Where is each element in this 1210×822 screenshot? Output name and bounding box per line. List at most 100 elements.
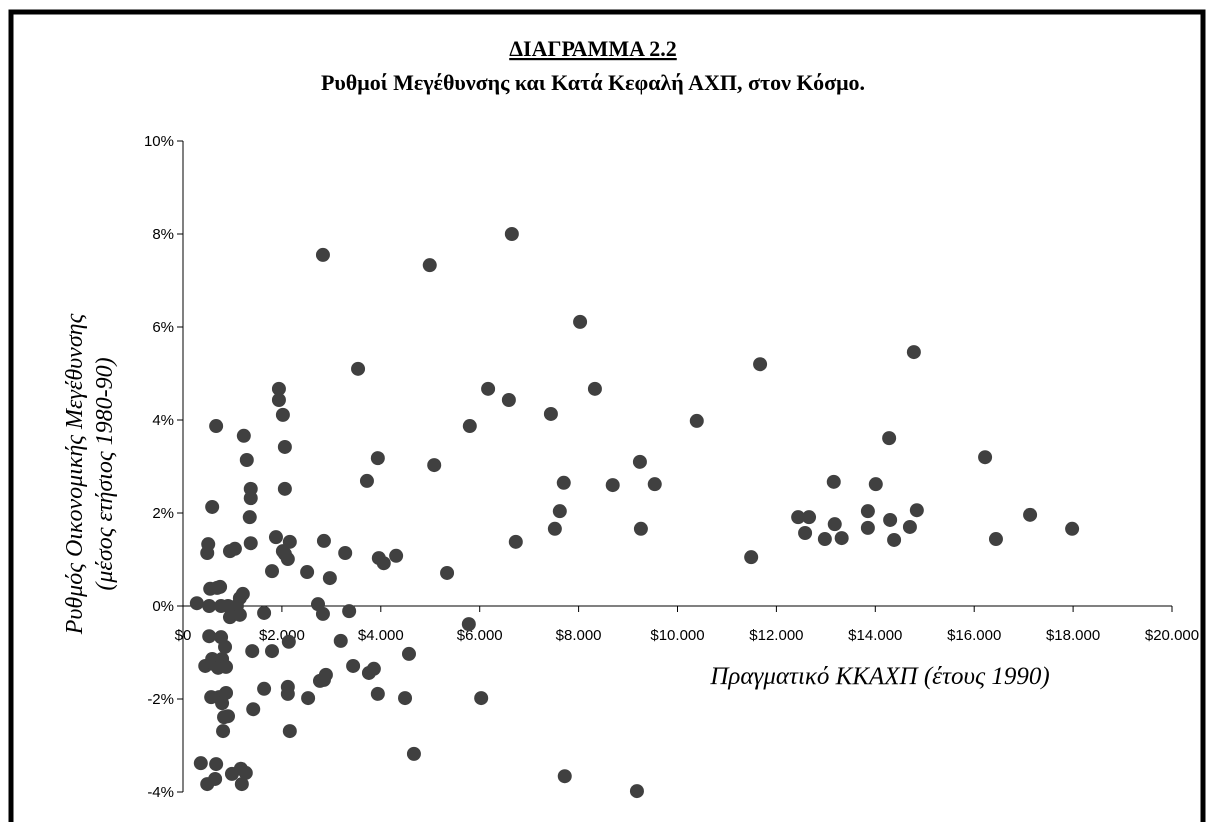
point (351, 361, 366, 376)
x-tick-label: $10.000 (650, 627, 704, 644)
point (860, 504, 875, 519)
point (268, 530, 283, 545)
point (275, 407, 290, 422)
point (234, 777, 249, 792)
point (547, 521, 562, 536)
point (246, 702, 261, 717)
point (366, 661, 381, 676)
x-tick-label: $0 (175, 627, 192, 644)
point (265, 564, 280, 579)
point (902, 519, 917, 534)
point (398, 691, 413, 706)
point (988, 532, 1003, 547)
point (301, 691, 316, 706)
point (219, 659, 234, 674)
point (271, 381, 286, 396)
y-axis-label: Ρυθμός Οικονομικής Μεγέθυνσης (62, 313, 88, 635)
point (280, 686, 295, 701)
point (238, 765, 253, 780)
point (202, 599, 217, 613)
point (834, 531, 849, 546)
x-tick-label: $6.000 (457, 627, 503, 644)
point (322, 571, 337, 586)
point (342, 604, 357, 619)
point (440, 565, 455, 580)
point (370, 686, 385, 701)
point (882, 431, 897, 446)
point (744, 550, 759, 565)
point (239, 452, 254, 467)
x-tick-label: $14.000 (848, 627, 902, 644)
point (557, 769, 572, 784)
chart-subtitle: Ρυθμοί Μεγέθυνσης και Κατά Κεφαλή ΑΧΠ, σ… (321, 70, 865, 95)
x-tick-label: $20.000 (1145, 627, 1199, 644)
point (315, 606, 330, 621)
point (219, 685, 234, 700)
y-tick-label: 0% (152, 598, 174, 615)
point (647, 477, 662, 492)
point (422, 258, 437, 273)
point (209, 757, 224, 772)
point (501, 393, 516, 408)
point (508, 534, 523, 549)
point (860, 520, 875, 535)
y-tick-label: -4% (147, 784, 174, 801)
point (461, 617, 476, 632)
point (282, 724, 297, 739)
point (1065, 521, 1080, 536)
point (227, 541, 242, 556)
point (277, 481, 292, 496)
point (245, 644, 260, 659)
point (333, 633, 348, 648)
point (573, 314, 588, 329)
point (205, 499, 220, 514)
point (213, 579, 228, 594)
point (906, 345, 921, 360)
point (281, 634, 296, 649)
point (370, 451, 385, 466)
point (978, 450, 993, 465)
point (257, 681, 272, 696)
point (235, 586, 250, 601)
point (218, 639, 233, 654)
point (220, 709, 235, 724)
point (753, 357, 768, 372)
point (282, 534, 297, 549)
x-tick-label: $4.000 (358, 627, 404, 644)
x-tick-label: $12.000 (749, 627, 803, 644)
x-tick-label: $18.000 (1046, 627, 1100, 644)
point (202, 629, 217, 644)
point (346, 658, 361, 673)
point (802, 510, 817, 525)
point (868, 477, 883, 492)
point (1023, 507, 1038, 522)
point (315, 247, 330, 262)
point (271, 393, 286, 408)
point (236, 428, 251, 443)
point (232, 607, 247, 622)
point (791, 510, 806, 525)
y-tick-label: 4% (152, 412, 174, 429)
point (242, 510, 257, 525)
point (798, 525, 813, 540)
x-axis-label: Πραγματικό ΚΚΑΧΠ (έτους 1990) (709, 663, 1049, 690)
point (193, 756, 208, 771)
point (826, 474, 841, 489)
point (689, 413, 704, 428)
point (300, 565, 315, 580)
point (605, 478, 620, 493)
point (243, 491, 258, 506)
point (556, 475, 571, 490)
point (474, 691, 489, 706)
point (280, 552, 295, 567)
point (883, 512, 898, 527)
point (277, 439, 292, 454)
point (406, 746, 421, 761)
y-tick-label: 6% (152, 319, 174, 336)
point (629, 784, 644, 799)
point (633, 521, 648, 536)
point (316, 533, 331, 548)
point (827, 517, 842, 532)
chart-title: ΔΙΑΓΡΑΜΜΑ 2.2 (509, 36, 677, 61)
